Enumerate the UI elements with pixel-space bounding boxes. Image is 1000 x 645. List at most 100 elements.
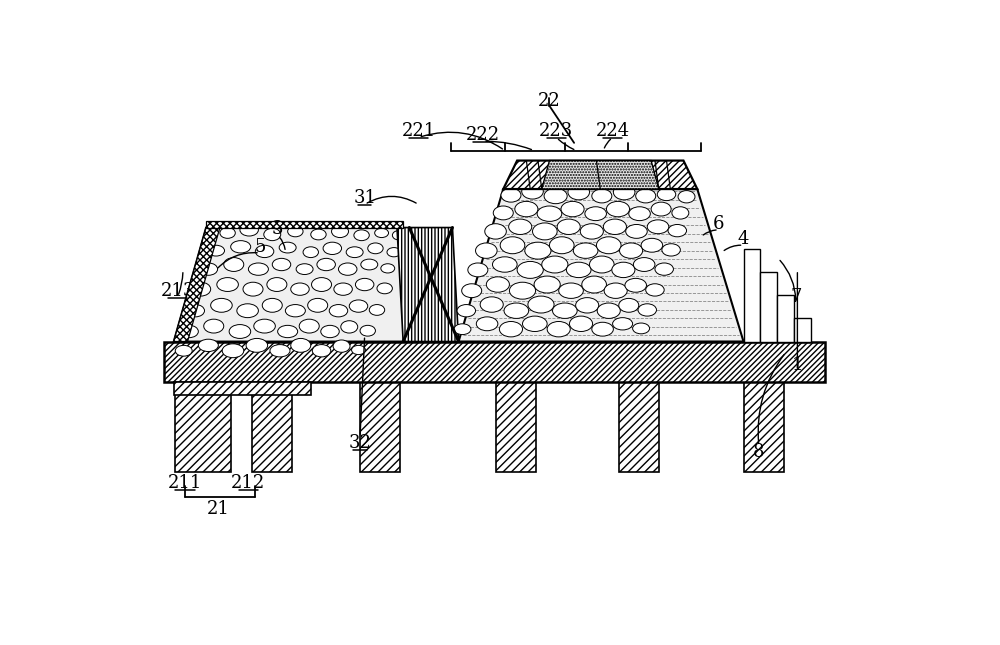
Ellipse shape [647,220,669,233]
Ellipse shape [175,345,192,356]
Ellipse shape [231,241,251,253]
Ellipse shape [603,219,626,235]
Text: 4: 4 [738,230,749,248]
Ellipse shape [220,228,235,239]
Text: 213: 213 [160,282,195,300]
Ellipse shape [381,264,395,273]
Ellipse shape [180,325,198,338]
Ellipse shape [312,277,332,292]
Ellipse shape [651,202,671,216]
Ellipse shape [332,225,348,237]
Ellipse shape [597,303,620,319]
Ellipse shape [589,256,614,273]
Ellipse shape [204,319,224,333]
Ellipse shape [633,323,650,334]
Ellipse shape [243,283,263,296]
Ellipse shape [333,340,350,352]
Ellipse shape [198,339,218,352]
Ellipse shape [542,256,568,273]
Ellipse shape [523,316,547,332]
Text: 8: 8 [753,443,765,461]
Ellipse shape [568,184,590,200]
Ellipse shape [657,188,676,201]
Ellipse shape [553,303,577,319]
Bar [744,382,784,472]
Ellipse shape [515,201,538,217]
Ellipse shape [476,243,497,259]
Ellipse shape [211,299,232,312]
Text: 221: 221 [401,123,436,141]
Text: 7: 7 [790,288,802,306]
Ellipse shape [585,207,606,221]
Text: 222: 222 [466,126,500,144]
Ellipse shape [387,248,401,257]
Ellipse shape [272,259,291,271]
Ellipse shape [522,184,543,199]
Ellipse shape [592,322,613,336]
Text: 6: 6 [713,215,725,233]
Ellipse shape [392,231,405,240]
Ellipse shape [525,242,551,259]
Ellipse shape [457,304,476,317]
Ellipse shape [509,283,536,299]
Ellipse shape [625,279,646,292]
Ellipse shape [668,224,687,237]
Text: 223: 223 [539,123,574,141]
Ellipse shape [566,263,591,277]
Ellipse shape [544,188,567,204]
Ellipse shape [288,226,303,237]
Ellipse shape [346,247,363,257]
Text: 5: 5 [254,238,266,256]
Ellipse shape [248,263,268,275]
Polygon shape [206,221,403,228]
Ellipse shape [547,321,570,337]
Ellipse shape [638,304,656,316]
Polygon shape [174,228,447,341]
Ellipse shape [559,283,583,299]
Ellipse shape [291,283,309,295]
Ellipse shape [270,344,290,357]
Ellipse shape [604,283,627,299]
Ellipse shape [349,300,368,312]
Ellipse shape [352,345,365,355]
Ellipse shape [561,201,584,217]
Ellipse shape [672,207,689,219]
Ellipse shape [323,242,342,255]
Polygon shape [459,189,744,341]
Text: 224: 224 [596,123,630,141]
Ellipse shape [596,237,621,253]
Polygon shape [397,228,459,341]
Ellipse shape [299,319,319,333]
Ellipse shape [557,219,580,235]
Bar [619,382,659,472]
Bar [360,382,400,472]
Ellipse shape [254,319,275,333]
Bar [760,272,777,341]
Text: 22: 22 [538,92,561,110]
Ellipse shape [476,317,498,331]
Ellipse shape [321,325,339,338]
Ellipse shape [354,230,369,241]
Ellipse shape [486,277,509,292]
Text: 212: 212 [231,474,266,492]
Ellipse shape [500,237,525,253]
Ellipse shape [633,257,655,272]
Ellipse shape [509,219,532,235]
Ellipse shape [626,224,647,239]
Ellipse shape [329,304,348,317]
Ellipse shape [375,228,389,237]
Ellipse shape [493,206,513,220]
Ellipse shape [533,223,557,240]
Text: 31: 31 [353,189,376,207]
Ellipse shape [278,325,298,338]
Ellipse shape [334,283,352,295]
Ellipse shape [573,243,598,259]
Ellipse shape [296,264,313,275]
Ellipse shape [246,339,268,352]
Ellipse shape [592,189,612,203]
Text: 21: 21 [207,501,230,519]
Polygon shape [503,161,697,189]
Ellipse shape [208,245,225,256]
Ellipse shape [492,257,517,272]
Bar [164,341,825,382]
